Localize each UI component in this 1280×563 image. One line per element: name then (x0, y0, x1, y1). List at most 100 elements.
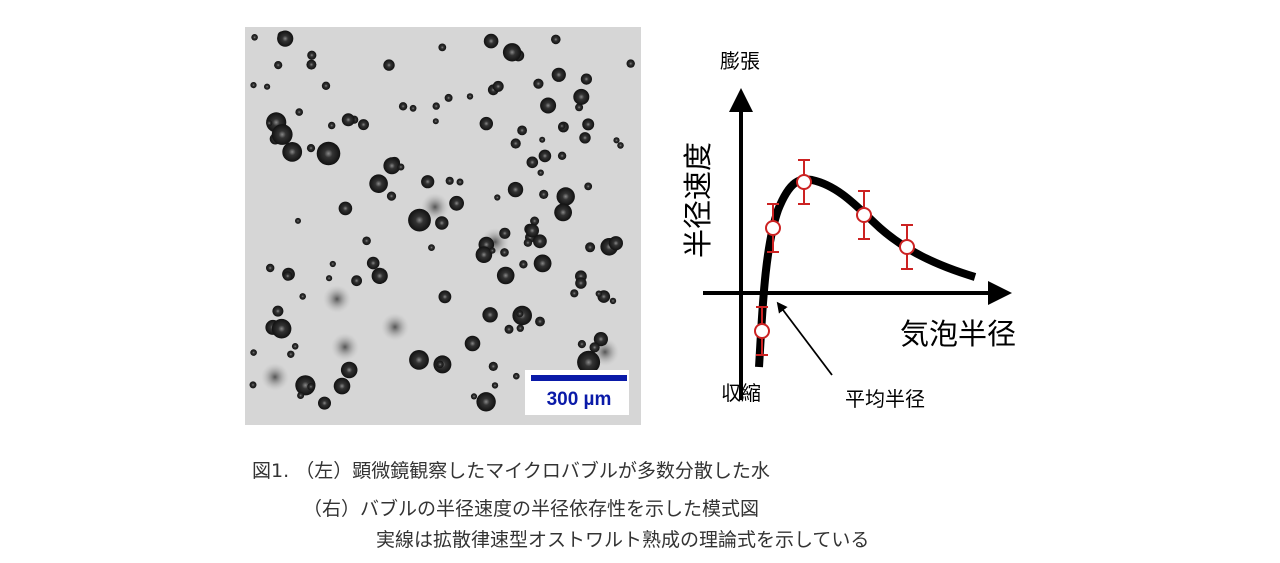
bubble (556, 187, 575, 206)
bubble (277, 30, 294, 47)
bubble (494, 194, 501, 201)
bubble (593, 332, 608, 347)
bubble (369, 174, 388, 193)
bubble (551, 34, 561, 45)
bubble (306, 59, 317, 70)
bubble (540, 97, 557, 114)
bubble (613, 137, 620, 144)
bubble (386, 191, 397, 201)
bubble (328, 121, 336, 130)
bubble (491, 382, 499, 389)
data-point (899, 224, 915, 270)
bubble (573, 88, 590, 105)
caption-line-3: 実線は拡散律速型オストワルト熟成の理論式を示している (376, 529, 870, 551)
bubble (533, 254, 552, 273)
bubble (585, 242, 596, 253)
bubble (580, 73, 592, 85)
bubble (287, 350, 295, 358)
bubble (557, 151, 567, 160)
bubble (609, 297, 617, 305)
bubble (489, 247, 496, 254)
bubble (266, 120, 273, 127)
bubble (445, 176, 454, 185)
bubble (383, 59, 395, 71)
data-marker (856, 207, 872, 223)
bubble (366, 256, 380, 270)
caption-text-right: バブルの半径速度の半径依存性を示した模式図 (360, 498, 760, 520)
bubble (371, 267, 388, 284)
bubble (533, 234, 547, 249)
bubble (595, 290, 602, 297)
bubble (282, 142, 303, 162)
bubble (496, 266, 515, 285)
bubble (582, 118, 595, 131)
bubble (516, 324, 524, 332)
bubble (483, 33, 499, 49)
bubble (444, 93, 453, 102)
bubble (251, 34, 258, 41)
bubble (307, 383, 315, 391)
data-point (765, 203, 781, 253)
bubble (326, 275, 333, 282)
radius-rate-chart: 膨張 収縮 平均半径 気泡半径 半径速度 (681, 49, 1016, 411)
bubble (492, 80, 504, 92)
bubble (329, 260, 336, 268)
bubble (510, 138, 521, 149)
bubble (525, 223, 539, 238)
bubble (321, 81, 331, 90)
data-point (796, 159, 812, 205)
bubble (530, 216, 540, 226)
bubble (575, 277, 587, 289)
bubble (409, 104, 417, 112)
data-marker (796, 174, 812, 190)
bubble (519, 260, 528, 269)
bubble (438, 43, 447, 52)
bubble (250, 349, 257, 356)
bubble (436, 360, 444, 369)
bubble (507, 181, 524, 198)
bubble (428, 244, 435, 252)
bubble (526, 156, 539, 169)
bubble (316, 141, 341, 166)
bubble (551, 67, 566, 82)
bubble (476, 392, 496, 412)
bubble (617, 142, 624, 149)
bubble (383, 157, 401, 175)
blurred-bubble (381, 313, 409, 341)
bubble (523, 238, 533, 247)
blurred-bubble (331, 333, 359, 361)
bubble (538, 149, 552, 163)
bubble (535, 316, 545, 327)
bubble (283, 271, 293, 281)
bubble (500, 248, 509, 257)
data-point (754, 306, 770, 356)
bubble (306, 144, 316, 153)
bubble (470, 393, 478, 400)
blurred-bubble (323, 285, 351, 313)
bubble (264, 83, 271, 90)
bubble (539, 189, 549, 199)
bubble (307, 50, 317, 60)
bubble (397, 163, 405, 171)
bubble (608, 236, 623, 251)
bubble (499, 227, 511, 239)
expansion-label: 膨張 (720, 49, 760, 73)
mean-radius-arrow (776, 301, 833, 376)
bubble (475, 246, 493, 263)
bubble (464, 335, 481, 352)
bubble (466, 93, 474, 100)
bubble (579, 132, 591, 144)
caption-tag-left: （左） (295, 460, 353, 482)
bubble (584, 182, 593, 191)
bubble (513, 372, 520, 380)
blurred-bubble (261, 363, 289, 391)
bubble (421, 175, 435, 189)
bubble (449, 195, 464, 211)
bubble (438, 290, 452, 304)
data-point (856, 190, 872, 240)
microscope-image: 300 µm (245, 27, 641, 425)
bubble (295, 108, 303, 116)
bubble (272, 305, 284, 317)
bubble (589, 342, 600, 353)
bubble (249, 381, 257, 389)
